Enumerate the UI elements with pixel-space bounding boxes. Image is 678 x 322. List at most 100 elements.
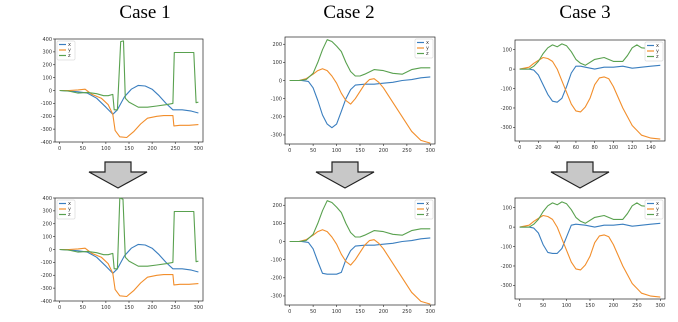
series-line-x xyxy=(59,243,199,274)
legend-label-y: y xyxy=(426,46,429,52)
case3-bottom-chart: -300 -200 -100 0 100 0 50 100 150 200 250 300 xyz xyxy=(501,197,666,309)
x-tick-label: 300 xyxy=(194,305,204,311)
series-line-y xyxy=(519,56,661,140)
case2-bottom-chart: -300 -200 -100 0 100 200 0 50 100 150 200 250 300 xyz xyxy=(271,197,436,315)
legend-label-z: z xyxy=(426,212,429,218)
y-tick-label: 100 xyxy=(42,75,52,81)
x-tick-label: 0 xyxy=(58,146,61,152)
x-tick-label: 120 xyxy=(627,145,637,151)
case3-top-chart: -300 -200 -100 0 100 0 20 40 60 80 100 120 140 xyz xyxy=(501,39,666,151)
y-tick-label: -100 xyxy=(271,96,282,102)
series-line-x xyxy=(289,76,431,129)
series-line-z xyxy=(289,39,431,82)
x-tick-label: 40 xyxy=(554,145,560,151)
x-tick-label: 20 xyxy=(535,145,541,151)
case1-bottom-chart: -400 -300 -200 -100 0 100 200 300 400 0 50 100 150 20… xyxy=(41,196,204,311)
x-tick-label: 0 xyxy=(288,148,291,154)
series-line-y xyxy=(519,214,661,298)
x-tick-label: 0 xyxy=(288,309,291,315)
legend-label-x: x xyxy=(426,40,429,46)
legend-label-x: x xyxy=(426,201,429,207)
x-tick-label: 200 xyxy=(147,305,157,311)
legend-label-y: y xyxy=(656,207,659,213)
y-tick-label: 0 xyxy=(509,67,512,73)
y-tick-label: 100 xyxy=(502,206,512,212)
x-tick-label: 150 xyxy=(355,309,365,315)
y-tick-label: -400 xyxy=(41,140,52,146)
y-tick-label: -200 xyxy=(271,276,282,282)
legend-label-z: z xyxy=(656,54,659,60)
y-tick-label: 300 xyxy=(42,209,52,215)
x-tick-label: 140 xyxy=(646,145,656,151)
y-tick-label: 0 xyxy=(279,78,282,84)
down-arrow-icon xyxy=(88,161,148,189)
y-tick-label: -200 xyxy=(271,115,282,121)
y-tick-label: 100 xyxy=(42,234,52,240)
x-tick-label: 150 xyxy=(124,305,134,311)
y-tick-label: -200 xyxy=(41,114,52,120)
y-tick-label: 200 xyxy=(272,42,282,48)
y-tick-label: -300 xyxy=(501,125,512,131)
down-arrow-icon xyxy=(315,161,375,189)
case-2-title: Case 2 xyxy=(323,2,375,23)
y-tick-label: 400 xyxy=(42,37,52,43)
x-tick-label: 60 xyxy=(573,145,579,151)
y-tick-label: 200 xyxy=(42,63,52,69)
x-tick-label: 100 xyxy=(609,145,619,151)
y-tick-label: -100 xyxy=(271,257,282,263)
y-tick-label: -100 xyxy=(501,244,512,250)
series-line-x xyxy=(519,64,661,103)
x-tick-label: 50 xyxy=(540,303,546,309)
legend-label-x: x xyxy=(656,201,659,207)
y-tick-label: -300 xyxy=(271,294,282,300)
y-tick-label: 100 xyxy=(502,48,512,54)
x-tick-label: 50 xyxy=(310,309,316,315)
y-tick-label: 0 xyxy=(49,88,52,94)
y-tick-label: -300 xyxy=(41,286,52,292)
series-line-x xyxy=(519,222,661,254)
y-tick-label: 300 xyxy=(42,50,52,56)
series-line-y xyxy=(289,229,431,305)
x-tick-label: 80 xyxy=(592,145,598,151)
series-line-z xyxy=(519,43,661,70)
x-tick-label: 200 xyxy=(147,146,157,152)
x-tick-label: 0 xyxy=(58,305,61,311)
y-tick-label: 100 xyxy=(272,60,282,66)
legend-label-x: x xyxy=(68,42,71,48)
legend-label-x: x xyxy=(656,43,659,49)
legend-label-y: y xyxy=(656,49,659,55)
series-line-z xyxy=(519,201,661,228)
series-line-y xyxy=(59,247,199,298)
x-tick-label: 100 xyxy=(332,148,342,154)
y-tick-label: -100 xyxy=(41,101,52,107)
y-tick-label: 0 xyxy=(279,239,282,245)
y-tick-label: -200 xyxy=(41,273,52,279)
series-line-y xyxy=(289,68,431,144)
x-tick-label: 50 xyxy=(80,305,86,311)
down-arrow-icon xyxy=(550,161,610,189)
x-tick-label: 0 xyxy=(518,145,521,151)
series-line-z xyxy=(59,197,199,270)
x-tick-label: 150 xyxy=(585,303,595,309)
y-tick-label: -300 xyxy=(271,133,282,139)
x-tick-label: 100 xyxy=(101,146,111,152)
plot-frame xyxy=(514,39,666,142)
x-tick-label: 300 xyxy=(426,309,436,315)
x-tick-label: 150 xyxy=(124,146,134,152)
case2-top-chart: -300 -200 -100 0 100 200 0 50 100 150 200 250 300 xyz xyxy=(271,36,436,154)
y-tick-label: -300 xyxy=(41,127,52,133)
x-tick-label: 150 xyxy=(355,148,365,154)
x-tick-label: 250 xyxy=(170,146,180,152)
plot-frame xyxy=(514,197,666,300)
x-tick-label: 50 xyxy=(80,146,86,152)
x-tick-label: 200 xyxy=(609,303,619,309)
legend-label-z: z xyxy=(656,212,659,218)
y-tick-label: 400 xyxy=(42,196,52,202)
x-tick-label: 250 xyxy=(402,148,412,154)
legend-label-z: z xyxy=(68,53,71,59)
legend-label-y: y xyxy=(68,48,71,54)
y-tick-label: -300 xyxy=(501,283,512,289)
series-line-x xyxy=(289,237,431,275)
x-tick-label: 200 xyxy=(379,309,389,315)
y-tick-label: 0 xyxy=(49,247,52,253)
